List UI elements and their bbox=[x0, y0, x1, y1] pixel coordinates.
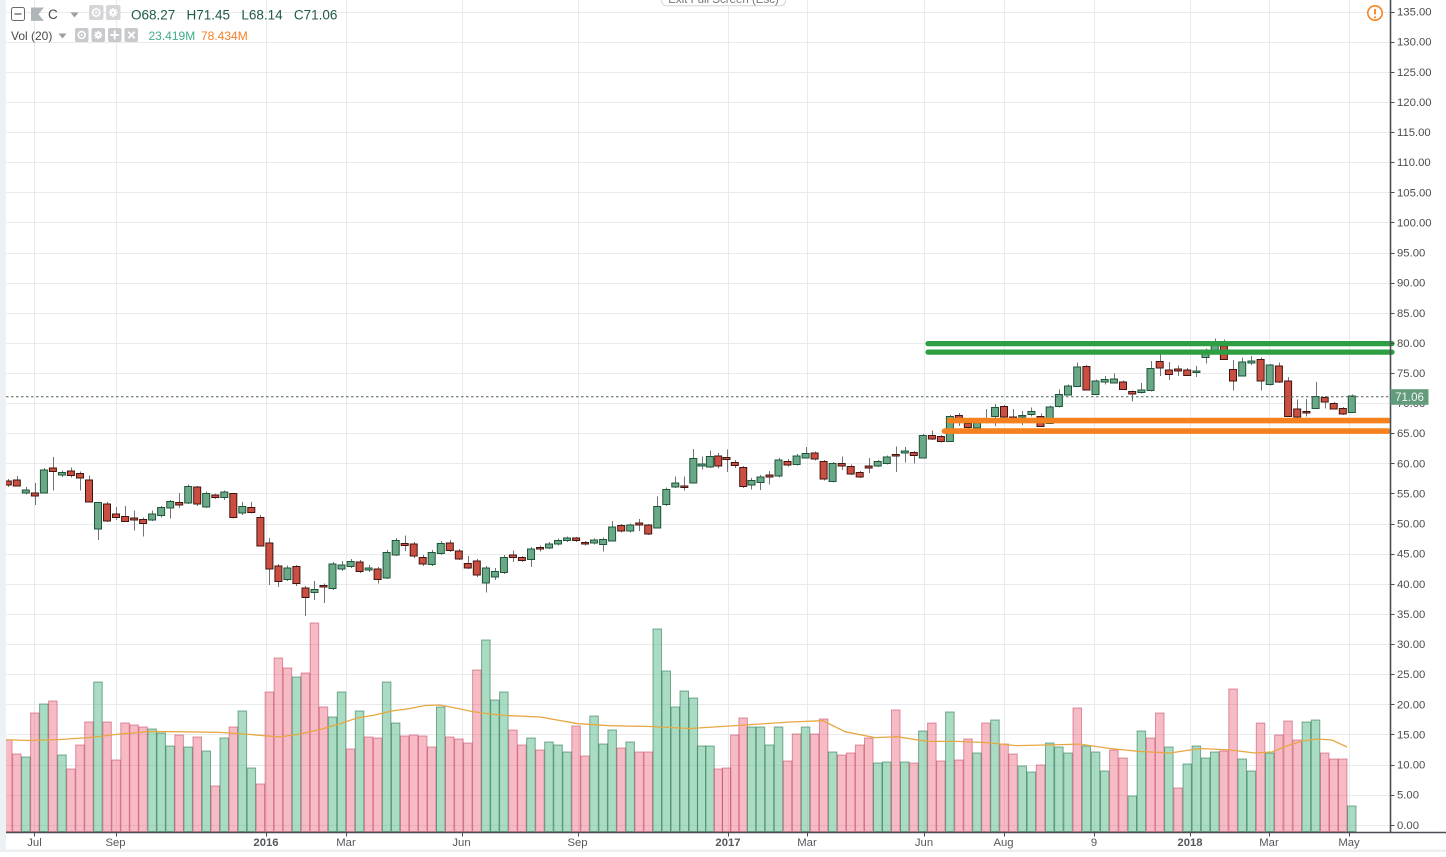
svg-text:20.00: 20.00 bbox=[1397, 699, 1425, 711]
svg-text:5.00: 5.00 bbox=[1397, 790, 1419, 802]
svg-text:135.00: 135.00 bbox=[1397, 7, 1432, 19]
svg-text:65.00: 65.00 bbox=[1397, 428, 1425, 440]
svg-text:95.00: 95.00 bbox=[1397, 248, 1425, 260]
svg-text:Sep: Sep bbox=[567, 837, 587, 849]
svg-text:90.00: 90.00 bbox=[1397, 278, 1425, 290]
svg-text:Jun: Jun bbox=[452, 837, 470, 849]
svg-text:9: 9 bbox=[1091, 837, 1097, 849]
svg-text:80.00: 80.00 bbox=[1397, 338, 1425, 350]
svg-text:125.00: 125.00 bbox=[1397, 67, 1432, 79]
svg-text:71.06: 71.06 bbox=[1395, 392, 1424, 404]
svg-text:O68.27 H71.45 L68.14 C71: O68.27 H71.45 L68.14 C71.06 bbox=[131, 8, 337, 23]
svg-text:55.00: 55.00 bbox=[1397, 489, 1425, 501]
svg-text:30.00: 30.00 bbox=[1397, 639, 1425, 651]
svg-text:2016: 2016 bbox=[253, 837, 278, 849]
svg-text:105.00: 105.00 bbox=[1397, 187, 1432, 199]
svg-text:Mar: Mar bbox=[336, 837, 356, 849]
svg-text:110.00: 110.00 bbox=[1397, 157, 1431, 169]
svg-text:Sep: Sep bbox=[105, 837, 125, 849]
svg-text:Aug: Aug bbox=[993, 837, 1013, 849]
svg-text:78.434M: 78.434M bbox=[201, 29, 248, 43]
svg-text:23.419M: 23.419M bbox=[149, 29, 196, 43]
svg-text:0.00: 0.00 bbox=[1397, 820, 1419, 832]
svg-text:50.00: 50.00 bbox=[1397, 519, 1425, 531]
svg-text:2017: 2017 bbox=[715, 837, 740, 849]
svg-text:115.00: 115.00 bbox=[1397, 127, 1431, 139]
svg-text:120.00: 120.00 bbox=[1397, 97, 1432, 109]
svg-text:May: May bbox=[1338, 837, 1360, 849]
svg-text:45.00: 45.00 bbox=[1397, 549, 1425, 561]
svg-text:75.00: 75.00 bbox=[1397, 368, 1425, 380]
svg-text:Vol (20): Vol (20) bbox=[11, 29, 52, 43]
svg-text:130.00: 130.00 bbox=[1397, 37, 1432, 49]
svg-text:85.00: 85.00 bbox=[1397, 308, 1425, 320]
svg-text:10.00: 10.00 bbox=[1397, 760, 1425, 772]
svg-text:15.00: 15.00 bbox=[1397, 729, 1425, 741]
svg-text:40.00: 40.00 bbox=[1397, 579, 1425, 591]
svg-text:25.00: 25.00 bbox=[1397, 669, 1425, 681]
svg-text:Jul: Jul bbox=[27, 837, 41, 849]
svg-text:Mar: Mar bbox=[1259, 837, 1279, 849]
svg-text:2018: 2018 bbox=[1177, 837, 1202, 849]
svg-text:60.00: 60.00 bbox=[1397, 458, 1425, 470]
svg-text:C: C bbox=[48, 7, 58, 22]
svg-text:35.00: 35.00 bbox=[1397, 609, 1425, 621]
svg-text:100.00: 100.00 bbox=[1397, 217, 1432, 229]
svg-text:Mar: Mar bbox=[797, 837, 817, 849]
svg-text:Jun: Jun bbox=[915, 837, 933, 849]
svg-text:Exit Full Screen (Esc): Exit Full Screen (Esc) bbox=[668, 0, 779, 6]
